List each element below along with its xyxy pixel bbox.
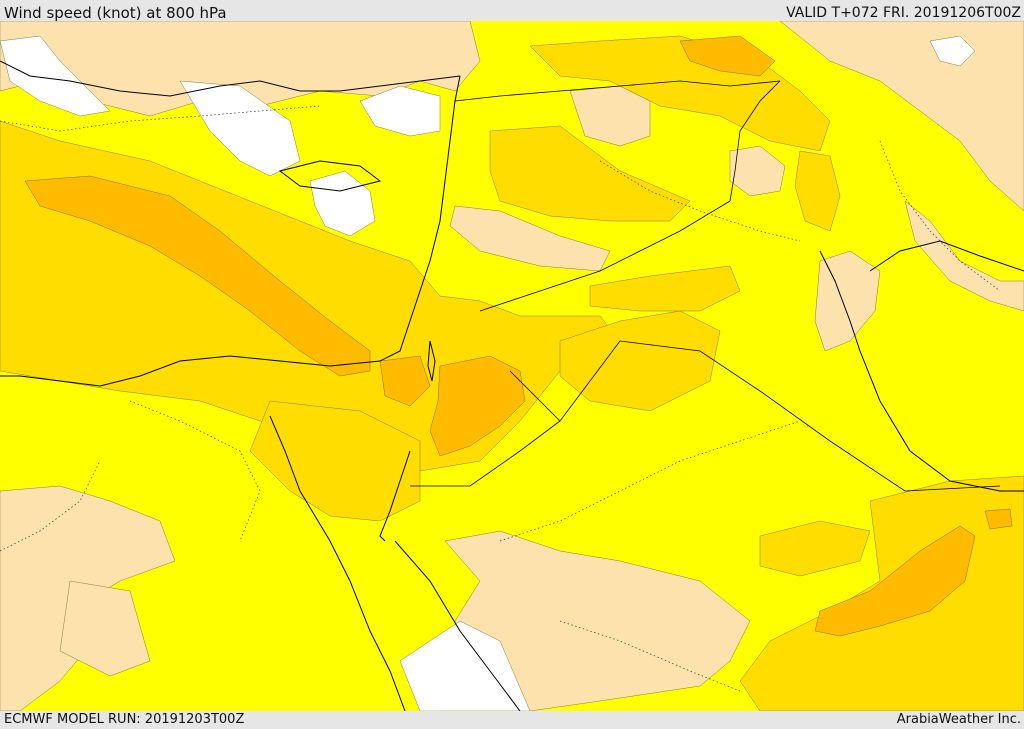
gold-iraq-mid: [489, 125, 691, 222]
tan-iraq-east: [729, 145, 786, 197]
orange-med-jet: [24, 175, 371, 377]
orange-levant: [379, 355, 431, 407]
dotted-egypt: [129, 400, 261, 542]
dotted-libya: [0, 460, 101, 552]
gold-egypt-sinai: [249, 400, 421, 522]
orange-gulf-jet: [814, 525, 976, 637]
political-borders: [410, 80, 1001, 492]
coast-dead-sea: [427, 340, 436, 382]
band-10-20-areas: [0, 21, 1024, 711]
header-bar: Wind speed (knot) at 800 hPa VALID T+072…: [0, 4, 1024, 22]
white-caucasus: [929, 35, 976, 67]
coast-iran: [869, 240, 1024, 272]
orange-gulf-spot: [984, 508, 1013, 530]
white-turkey: [179, 80, 301, 177]
border-jordan: [410, 420, 561, 487]
valid-time: VALID T+072 FRI. 20191206T00Z: [786, 5, 1021, 21]
credit: ArabiaWeather Inc.: [896, 712, 1021, 727]
chart-title: Wind speed (knot) at 800 hPa: [4, 4, 227, 22]
band-40-50-areas: [24, 35, 1013, 637]
admin-boundaries: [0, 105, 1001, 692]
orange-jordan: [429, 355, 526, 457]
white-anatolia: [359, 85, 441, 137]
gold-syria-band: [589, 265, 741, 312]
tan-caucasus: [779, 21, 1024, 212]
coast-cyprus: [278, 160, 382, 192]
white-redsea: [399, 620, 531, 711]
model-run: ECMWF MODEL RUN: 20191203T00Z: [4, 712, 245, 727]
coast-egypt-north: [0, 355, 381, 387]
tan-iran-west: [904, 200, 1024, 312]
dotted-arabia-south: [559, 620, 741, 692]
coast-gulf: [819, 250, 1024, 492]
tan-gulf: [814, 250, 881, 352]
border-saudi-north: [509, 340, 1001, 492]
gold-zagros: [794, 150, 841, 232]
footer-bar: ECMWF MODEL RUN: 20191203T00Z ArabiaWeat…: [0, 711, 1024, 729]
dotted-iraq: [599, 160, 801, 242]
coastlines: [0, 60, 1024, 711]
border-iraq-iran: [729, 80, 781, 202]
coast-sinai-redsea: [269, 415, 406, 711]
coast-aqaba: [379, 450, 411, 542]
gold-arabia-east: [759, 520, 871, 577]
border-syria-iraq: [479, 200, 731, 312]
gold-kuwait: [559, 310, 721, 412]
band-0-10-areas: [0, 35, 976, 711]
tan-nile: [59, 580, 151, 677]
coast-arabia-redsea: [394, 540, 521, 711]
wind-speed-map: [0, 21, 1024, 711]
orange-iraq-north: [679, 35, 776, 77]
dotted-saudi: [499, 420, 801, 542]
coast-levant: [379, 75, 461, 362]
coast-turkey-south: [0, 60, 461, 97]
white-cyprus: [309, 170, 376, 237]
border-syria-turkey: [454, 80, 781, 102]
white-aegean: [0, 35, 111, 117]
